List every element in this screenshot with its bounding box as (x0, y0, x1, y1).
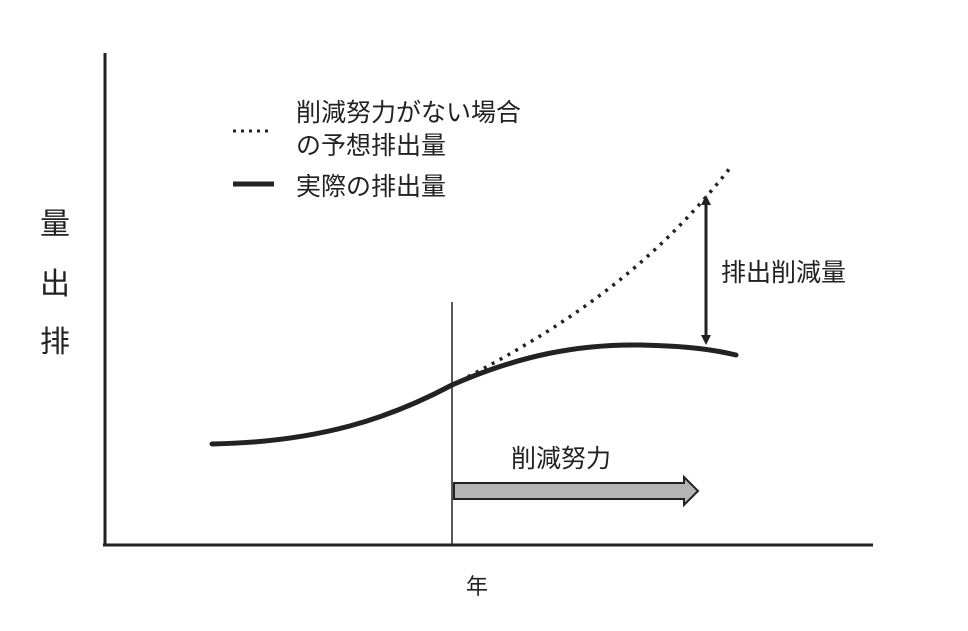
y-axis-label-char-3: 量 (40, 207, 70, 242)
reduction-amount-label: 排出削減量 (721, 258, 846, 287)
x-axis-label: 年 (466, 575, 488, 600)
actual-emissions-line (209, 342, 739, 447)
legend-solid-label: 実際の排出量 (296, 172, 446, 201)
y-axis-label-char-2: 出 (40, 267, 70, 302)
y-axis-label: 排 出 量 (40, 207, 70, 360)
projected-emissions-line (451, 166, 732, 387)
y-axis-label-char-1: 排 (40, 325, 70, 360)
legend-dotted-label-line2: の予想排出量 (296, 131, 446, 160)
reduction-effort-arrow (453, 474, 700, 508)
legend-dotted-label-line1: 削減努力がない場合 (296, 98, 521, 127)
reduction-effort-label: 削減努力 (511, 444, 611, 473)
legend: 削減努力がない場合 の予想排出量 実際の排出量 (233, 98, 521, 201)
